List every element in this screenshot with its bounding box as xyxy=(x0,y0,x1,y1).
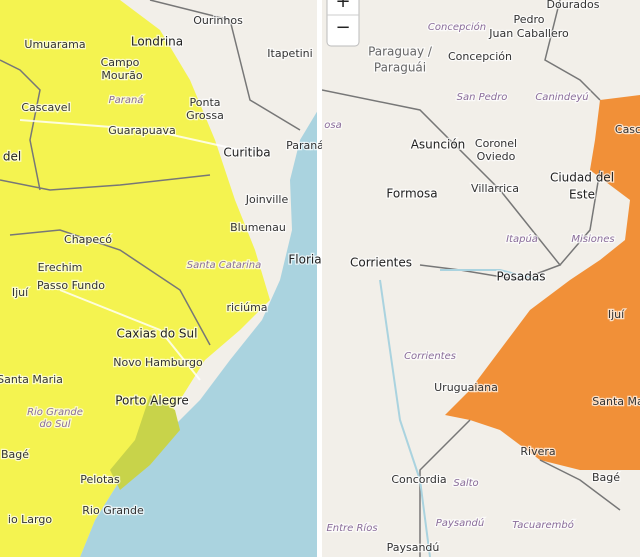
place-label: Chapecó xyxy=(64,233,112,246)
region-label: Paraná xyxy=(109,94,144,106)
place-label: Cascavel xyxy=(21,101,70,114)
place-label: Santa Maria xyxy=(0,373,63,386)
place-label: io Largo xyxy=(8,513,52,526)
place-label: Corrientes xyxy=(350,256,412,270)
region-label: Corrientes xyxy=(404,351,456,362)
place-label: Pedro xyxy=(513,13,544,26)
place-label: Passo Fundo xyxy=(37,279,105,292)
place-label: Campo xyxy=(101,56,140,69)
place-label: Concordia xyxy=(391,473,446,486)
road xyxy=(19,119,241,381)
region-label: osa xyxy=(324,120,341,131)
place-label: Blumenau xyxy=(230,221,286,234)
ocean xyxy=(80,110,318,557)
river xyxy=(379,269,541,557)
orange-alert-area xyxy=(445,95,640,470)
place-label: Asunción xyxy=(411,138,466,152)
place-label: Ponta xyxy=(190,96,221,109)
place-label: Rio Grande xyxy=(82,504,144,517)
place-label: Villarrica xyxy=(471,182,519,195)
place-label: Ciudad del xyxy=(550,171,614,185)
place-label: Formosa xyxy=(386,187,437,201)
left-labels: Ourinhos Londrina Itapetini Umuarama Cam… xyxy=(0,13,325,528)
place-label: Bagé xyxy=(592,471,620,484)
place-label: Ijuí xyxy=(608,308,625,321)
place-label: Uruguaiana xyxy=(434,381,498,394)
place-label: Porto Alegre xyxy=(115,394,189,408)
place-label: Casc xyxy=(615,123,640,136)
place-label: Novo Hamburgo xyxy=(113,356,203,369)
place-label: Itapetini xyxy=(267,47,312,60)
region-label: Santa Catarina xyxy=(187,260,262,271)
place-label: del xyxy=(3,150,21,164)
zoom-out-button[interactable]: − xyxy=(334,16,352,40)
place-label: Bagé xyxy=(1,448,29,461)
place-label: Umuarama xyxy=(24,38,85,51)
place-label: Posadas xyxy=(497,270,546,284)
region-label: Rio Grande xyxy=(27,407,83,418)
country-label: Paraguay / xyxy=(368,45,433,59)
region-label: Itapúa xyxy=(506,233,538,245)
place-label: Londrina xyxy=(131,35,183,49)
place-label: Guarapuava xyxy=(108,124,175,137)
region-label: Salto xyxy=(453,478,478,489)
place-label: Paysandú xyxy=(387,541,440,554)
place-label: Erechim xyxy=(38,261,83,274)
place-label: Santa Ma xyxy=(592,395,640,408)
place-label: Caxias do Sul xyxy=(117,327,198,341)
region-label: Misiones xyxy=(571,234,614,245)
zoom-in-button[interactable]: + xyxy=(334,0,352,13)
place-label: Este xyxy=(569,188,595,202)
region-label: San Pedro xyxy=(457,92,508,103)
country-label: Paraguái xyxy=(374,61,426,75)
region-label: do Sul xyxy=(39,419,70,430)
place-label: Grossa xyxy=(186,109,224,122)
place-label: Pelotas xyxy=(80,473,120,486)
place-label: Concepción xyxy=(448,50,512,63)
place-label: Ijuí xyxy=(12,286,29,299)
place-label: Floria xyxy=(288,253,321,267)
yellow-alert-area xyxy=(0,0,270,557)
region-label: Canindeyú xyxy=(535,91,588,103)
region-label: Tacuarembó xyxy=(512,519,574,531)
right-map xyxy=(322,0,640,557)
left-map xyxy=(0,0,318,557)
region-label: Entre Ríos xyxy=(326,522,377,534)
place-label: riciúma xyxy=(226,301,267,314)
place-label: Oviedo xyxy=(477,150,516,163)
place-label: Rivera xyxy=(520,445,555,458)
place-label: Paraná xyxy=(286,139,324,152)
place-label: Curitiba xyxy=(223,146,270,160)
place-label: Ourinhos xyxy=(193,14,243,27)
lagoon xyxy=(110,395,180,490)
zoom-control xyxy=(326,0,360,47)
place-label: Mourão xyxy=(101,69,142,82)
region-label: Concepción xyxy=(428,21,486,33)
place-label: Coronel xyxy=(475,137,517,150)
state-border xyxy=(0,0,301,346)
place-label: Dourados xyxy=(547,0,600,11)
country-border xyxy=(322,0,621,557)
right-labels: Dourados Concepción Pedro Juan Caballero… xyxy=(323,0,640,555)
place-label: Juan Caballero xyxy=(488,27,569,40)
region-label: Paysandú xyxy=(436,517,484,529)
place-label: Joinville xyxy=(245,193,289,206)
